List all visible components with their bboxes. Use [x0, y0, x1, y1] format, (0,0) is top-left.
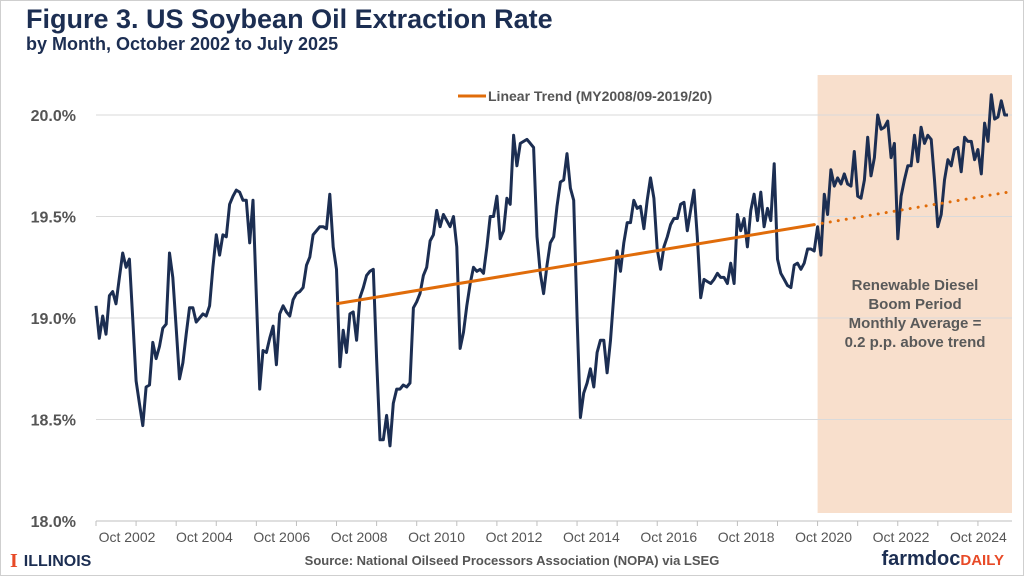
illinois-block-i-icon: I	[10, 550, 18, 572]
x-tick-label: Oct 2012	[486, 529, 543, 545]
chart-subtitle: by Month, October 2002 to July 2025	[26, 34, 339, 54]
y-tick-label: 18.5%	[31, 413, 76, 430]
daily-logo-text: DAILY	[960, 552, 1004, 569]
extraction-rate-line	[94, 93, 1008, 448]
linear-trend-line	[336, 223, 815, 306]
x-tick-label: Oct 2014	[563, 529, 620, 545]
annotation-line: 0.2 p.p. above trend	[845, 334, 986, 351]
legend-label-trend: Linear Trend (MY2008/09-2019/20)	[488, 88, 712, 104]
x-tick-label: Oct 2002	[99, 529, 156, 545]
x-tick-label: Oct 2004	[176, 529, 233, 545]
annotation-line: Monthly Average =	[849, 315, 982, 332]
y-tick-label: 20.0%	[31, 108, 76, 125]
y-tick-label: 19.5%	[31, 210, 76, 227]
x-tick-label: Oct 2020	[795, 529, 852, 545]
chart-title: Figure 3. US Soybean Oil Extraction Rate	[26, 4, 553, 34]
x-tick-label: Oct 2016	[640, 529, 697, 545]
annotation-line: Renewable Diesel	[852, 277, 979, 294]
linear-trend-projection-dotted	[812, 190, 1010, 227]
x-tick-label: Oct 2008	[331, 529, 388, 545]
x-tick-label: Oct 2010	[408, 529, 465, 545]
x-tick-label: Oct 2006	[253, 529, 310, 545]
y-tick-label: 18.0%	[31, 514, 76, 531]
illinois-logo-text: ILLINOIS	[23, 552, 92, 570]
source-note: Source: National Oilseed Processors Asso…	[304, 553, 720, 568]
x-tick-label: Oct 2018	[718, 529, 775, 545]
illinois-logo: I ILLINOIS	[10, 550, 91, 573]
farmdoc-daily-logo: farmdocDAILY	[881, 548, 1004, 571]
y-tick-label: 19.0%	[31, 311, 76, 328]
x-tick-label: Oct 2022	[873, 529, 930, 545]
x-tick-label: Oct 2024	[950, 529, 1007, 545]
annotation-line: Boom Period	[868, 296, 961, 313]
farmdoc-logo-text: farmdoc	[881, 548, 961, 570]
